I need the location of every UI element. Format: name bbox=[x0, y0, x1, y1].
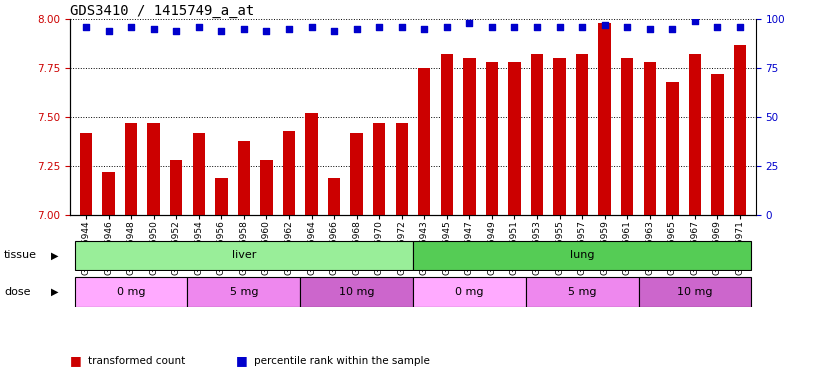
Bar bbox=[418, 68, 430, 215]
Bar bbox=[373, 123, 386, 215]
Point bbox=[260, 28, 273, 34]
Point bbox=[733, 24, 747, 30]
Bar bbox=[170, 160, 183, 215]
Text: ■: ■ bbox=[70, 354, 82, 367]
Bar bbox=[413, 241, 752, 270]
Bar bbox=[689, 55, 701, 215]
Bar bbox=[621, 58, 634, 215]
Point bbox=[440, 24, 453, 30]
Point bbox=[576, 24, 589, 30]
Bar bbox=[238, 141, 250, 215]
Bar bbox=[463, 58, 476, 215]
Point bbox=[666, 26, 679, 32]
Bar bbox=[553, 58, 566, 215]
Text: percentile rank within the sample: percentile rank within the sample bbox=[254, 356, 430, 366]
Text: 0 mg: 0 mg bbox=[116, 287, 145, 297]
Bar bbox=[638, 277, 752, 306]
Point bbox=[418, 26, 431, 32]
Point bbox=[237, 26, 250, 32]
Text: GDS3410 / 1415749_a_at: GDS3410 / 1415749_a_at bbox=[70, 4, 254, 18]
Point bbox=[711, 24, 724, 30]
Point bbox=[192, 24, 206, 30]
Bar bbox=[711, 74, 724, 215]
Bar bbox=[526, 277, 638, 306]
Point bbox=[508, 24, 521, 30]
Point bbox=[553, 24, 566, 30]
Point bbox=[486, 24, 499, 30]
Bar bbox=[396, 123, 408, 215]
Text: lung: lung bbox=[570, 250, 595, 260]
Bar bbox=[102, 172, 115, 215]
Point bbox=[282, 26, 296, 32]
Point bbox=[215, 28, 228, 34]
Bar bbox=[306, 113, 318, 215]
Point bbox=[373, 24, 386, 30]
Bar bbox=[486, 62, 498, 215]
Point bbox=[530, 24, 544, 30]
Text: ■: ■ bbox=[235, 354, 247, 367]
Bar bbox=[300, 277, 413, 306]
Text: 5 mg: 5 mg bbox=[230, 287, 258, 297]
Text: 0 mg: 0 mg bbox=[455, 287, 484, 297]
Bar bbox=[350, 133, 363, 215]
Bar bbox=[74, 241, 413, 270]
Point bbox=[643, 26, 657, 32]
Bar bbox=[733, 45, 746, 215]
Bar bbox=[188, 277, 300, 306]
Point bbox=[327, 28, 340, 34]
Bar bbox=[328, 178, 340, 215]
Point bbox=[305, 24, 318, 30]
Point bbox=[688, 18, 701, 24]
Point bbox=[350, 26, 363, 32]
Bar bbox=[440, 55, 453, 215]
Bar bbox=[215, 178, 227, 215]
Bar bbox=[80, 133, 93, 215]
Text: 10 mg: 10 mg bbox=[677, 287, 713, 297]
Point bbox=[620, 24, 634, 30]
Bar bbox=[125, 123, 137, 215]
Point bbox=[169, 28, 183, 34]
Bar bbox=[599, 23, 611, 215]
Bar bbox=[413, 277, 526, 306]
Bar bbox=[666, 82, 678, 215]
Bar bbox=[643, 62, 656, 215]
Point bbox=[125, 24, 138, 30]
Point bbox=[147, 26, 160, 32]
Text: tissue: tissue bbox=[4, 250, 37, 260]
Text: transformed count: transformed count bbox=[88, 356, 186, 366]
Bar bbox=[192, 133, 205, 215]
Bar bbox=[531, 55, 544, 215]
Bar bbox=[148, 123, 160, 215]
Text: ▶: ▶ bbox=[51, 250, 59, 260]
Point bbox=[102, 28, 115, 34]
Text: 5 mg: 5 mg bbox=[568, 287, 596, 297]
Point bbox=[395, 24, 408, 30]
Bar bbox=[282, 131, 295, 215]
Text: liver: liver bbox=[231, 250, 256, 260]
Point bbox=[463, 20, 476, 26]
Point bbox=[598, 22, 611, 28]
Text: ▶: ▶ bbox=[51, 287, 59, 297]
Bar bbox=[260, 160, 273, 215]
Text: dose: dose bbox=[4, 287, 31, 297]
Bar bbox=[74, 277, 188, 306]
Text: 10 mg: 10 mg bbox=[339, 287, 374, 297]
Bar bbox=[576, 55, 588, 215]
Point bbox=[79, 24, 93, 30]
Bar bbox=[508, 62, 520, 215]
